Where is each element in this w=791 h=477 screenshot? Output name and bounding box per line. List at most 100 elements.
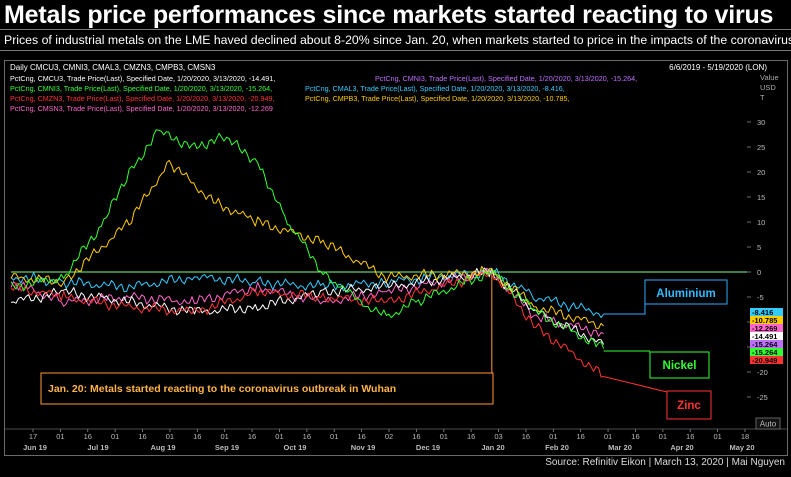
x-day-label: 01 (659, 432, 667, 441)
x-day-label: 16 (577, 432, 585, 441)
nickel-box (649, 351, 710, 379)
series-lines (10, 129, 605, 378)
date-range: 6/6/2019 - 5/19/2020 (LON) (669, 63, 767, 72)
nickel-label: Nickel (663, 360, 697, 372)
x-month-label: Aug 19 (150, 443, 175, 452)
x-month-label: Jun 19 (23, 443, 47, 452)
event-marker: Jan. 20: Metals started reacting to the … (40, 272, 494, 405)
legend-entry: PctCng, CMZN3, Trade Price(Last), Specif… (10, 94, 274, 103)
value-tag-label: -15.264 (752, 340, 778, 349)
auto-label: Auto (760, 420, 777, 429)
x-day-label: 01 (275, 432, 283, 441)
auto-scale-button[interactable]: Auto (755, 417, 781, 430)
y-tick-label: -5 (757, 293, 764, 302)
aluminium-leader (603, 294, 646, 315)
x-day-label: 02 (385, 432, 393, 441)
series-line-cmni3 (10, 129, 605, 349)
y-header-label: Value (760, 73, 779, 82)
value-tag (750, 348, 783, 356)
x-day-label: 16 (357, 432, 365, 441)
value-tag-label: -14.491 (752, 332, 777, 341)
value-tag (750, 324, 783, 332)
source-note: Source: Refinitiv Eikon | March 13, 2020… (545, 457, 785, 468)
x-day-label: 18 (741, 432, 749, 441)
x-month-label: Jul 19 (87, 443, 108, 452)
x-day-label: 01 (221, 432, 229, 441)
y-tick-label: 10 (757, 218, 765, 227)
zinc-label: Zinc (677, 400, 701, 412)
x-day-label: 01 (111, 432, 119, 441)
page-title: Metals price performances since markets … (4, 1, 774, 29)
value-tag-label: -12.269 (752, 324, 777, 333)
x-day-label: 01 (166, 432, 174, 441)
legend-entry: PctCng, CMNI3, Trade Price(Last), Specif… (10, 84, 272, 93)
x-month-label: Nov 19 (351, 443, 376, 452)
y-tick-label: 0 (757, 268, 761, 277)
x-month-label: May 20 (729, 443, 754, 452)
x-day-label: 16 (467, 432, 475, 441)
y-header-label: USD (760, 83, 776, 92)
x-month-label: Feb 20 (545, 443, 569, 452)
x-month-label: Mar 20 (608, 443, 632, 452)
panel-title: Daily CMCU3, CMNI3, CMAL3, CMZN3, CMPB3,… (10, 63, 216, 72)
value-tag (750, 340, 783, 348)
value-tag-label: -10.785 (752, 316, 777, 325)
y-tick-label: 15 (757, 193, 765, 202)
x-day-label: 01 (440, 432, 448, 441)
x-day-label: 16 (522, 432, 530, 441)
x-day-label: 16 (248, 432, 256, 441)
series-line-cmpb3 (10, 159, 604, 329)
x-month-label: Apr 20 (670, 443, 693, 452)
y-tick-label: -25 (757, 393, 768, 402)
event-label: Jan. 20: Metals started reacting to the … (48, 383, 396, 395)
value-tag (750, 308, 783, 316)
y-tick-label: -20 (757, 368, 768, 377)
x-day-label: 01 (549, 432, 557, 441)
metals-chart[interactable]: Daily CMCU3, CMNI3, CMAL3, CMZN3, CMPB3,… (5, 61, 787, 455)
x-month-label: Jan 20 (481, 443, 504, 452)
title-divider (0, 29, 791, 30)
y-tick-label: 20 (757, 168, 765, 177)
chart-frame: Daily CMCU3, CMNI3, CMAL3, CMZN3, CMPB3,… (4, 60, 788, 456)
x-day-label: 01 (330, 432, 338, 441)
x-day-label: 16 (686, 432, 694, 441)
value-tag-label: -15.264 (752, 348, 778, 357)
x-day-label: 16 (412, 432, 420, 441)
x-day-label: 01 (713, 432, 721, 441)
series-line-cmcu3 (10, 267, 605, 345)
x-day-label: 16 (138, 432, 146, 441)
legend-entry: PctCng, CMCU3, Trade Price(Last), Specif… (10, 74, 275, 83)
value-tag (750, 332, 783, 340)
zinc-leader (603, 376, 668, 393)
callouts: Aluminium Nickel Zinc (603, 279, 728, 420)
legend-entry: PctCng, CMAL3, Trade Price(Last), Specif… (305, 84, 565, 93)
x-axis: 17 01 16 01 16 01 16 01 16 01 16 01 16 02 16 01 16 03 16 01… (5, 428, 787, 452)
y-tick-label: 5 (757, 243, 761, 252)
series-line-cmsn3 (10, 267, 604, 338)
aluminium-box (644, 279, 728, 305)
y-tick-label: 25 (757, 143, 765, 152)
zinc-box (666, 390, 712, 420)
x-month-label: Dec 19 (416, 443, 440, 452)
chart-legend: PctCng, CMCU3, Trade Price(Last), Specif… (10, 74, 637, 113)
legend-entry: PctCng, CMPB3, Trade Price(Last), Specif… (305, 94, 570, 103)
x-day-label: 17 (29, 432, 37, 441)
x-month-label: Sep 19 (215, 443, 239, 452)
series-line-cmal3 (10, 267, 605, 319)
legend-entry: PctCng, CMNI3, Trade Price(Last), Specif… (375, 74, 637, 83)
y-header-label: T (760, 93, 765, 102)
x-day-label: 16 (631, 432, 639, 441)
value-tag (750, 356, 783, 364)
value-tags: -8.416-10.785-12.269-14.491-15.264-15.26… (750, 308, 783, 365)
x-day-label: 03 (494, 432, 502, 441)
x-day-label: 01 (604, 432, 612, 441)
value-tag-label: -8.416 (752, 308, 773, 317)
aluminium-label: Aluminium (656, 288, 715, 300)
subtitle-divider (0, 50, 791, 51)
x-day-label: 01 (56, 432, 64, 441)
event-box (40, 372, 494, 405)
x-day-label: 16 (193, 432, 201, 441)
page-subtitle: Prices of industrial metals on the LME h… (4, 33, 791, 47)
x-day-label: 16 (84, 432, 92, 441)
